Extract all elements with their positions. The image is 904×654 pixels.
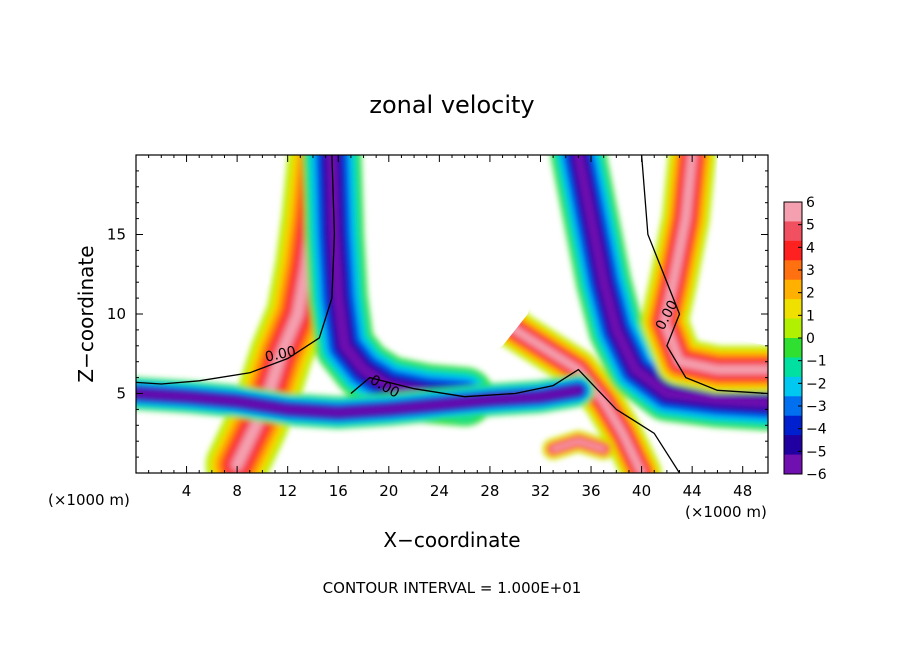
zero-contour-east [640, 155, 768, 395]
colorbar-swatch [784, 376, 802, 397]
colorbar-swatch [784, 202, 802, 222]
zero-contour-west [136, 155, 336, 385]
x-tick-label: 28 [480, 482, 499, 500]
x-tick-label: 12 [278, 482, 297, 500]
chart-title: zonal velocity [369, 91, 534, 119]
colorbar-tick-label: 1 [806, 308, 815, 324]
colorbar-tick-label: −1 [806, 354, 827, 370]
colorbar-swatch [784, 318, 802, 339]
positive-jet-far-east-band [660, 155, 768, 374]
x-tick-label: 40 [632, 482, 651, 500]
colorbar-tick-label: −2 [806, 376, 827, 392]
x-unit-left: (×1000 m) [48, 491, 130, 509]
y-tick-label: 15 [107, 226, 126, 244]
colorbar-swatch [784, 357, 802, 378]
x-tick-label: 48 [733, 482, 752, 500]
colorbar-tick-label: 5 [806, 218, 815, 234]
colorbar-swatch [784, 435, 802, 456]
colorbar-tick-label: −5 [806, 444, 827, 460]
y-tick-label: 5 [116, 385, 126, 403]
colorbar-swatch [784, 415, 802, 436]
x-unit-right: (×1000 m) [685, 503, 767, 521]
x-tick-label: 44 [683, 482, 702, 500]
colorbar-swatch [784, 221, 802, 242]
negative-jet-east-band [573, 155, 768, 408]
y-tick-label: 10 [107, 305, 126, 323]
x-tick-label: 24 [430, 482, 449, 500]
colorbar: 6 5 4 3 2 1 0 −1 −2 −3 −4 −5 −6 [783, 195, 827, 483]
colorbar-tick-label: 2 [806, 286, 815, 302]
colorbar-swatch [784, 396, 802, 417]
lower-shear-band-band [136, 387, 582, 416]
colorbar-swatch [784, 279, 802, 300]
calm-region-upper-right [717, 155, 768, 346]
colorbar-tick-label: −3 [806, 399, 827, 415]
x-tick-label: 20 [379, 482, 398, 500]
contour-interval-note: CONTOUR INTERVAL = 1.000E+01 [323, 579, 582, 597]
colorbar-swatch [784, 338, 802, 358]
y-axis-label: Z−coordinate [74, 245, 98, 382]
near-surface-cell-band [550, 438, 607, 452]
x-tick-label: 36 [581, 482, 600, 500]
x-axis: 4 8 12 16 20 24 28 32 36 40 44 48 [148, 155, 756, 500]
colorbar-tick-label: −4 [806, 422, 827, 438]
x-tick-label: 4 [182, 482, 192, 500]
calm-region-lower-right [704, 433, 768, 473]
zero-contour-lower [350, 368, 681, 473]
x-axis-label: X−coordinate [383, 528, 520, 552]
y-axis: 5 10 15 [107, 170, 768, 458]
colorbar-tick-label: −6 [806, 467, 827, 483]
colorbar-tick-label: 6 [806, 195, 815, 211]
colorbar-swatch [784, 454, 802, 475]
colorbar-tick-label: 4 [806, 240, 815, 256]
zero-contours [136, 155, 768, 473]
calm-region-center [388, 186, 541, 362]
colorbar-tick-label: 0 [806, 331, 815, 347]
colorbar-swatch [784, 299, 802, 320]
colorbar-swatch [784, 240, 802, 261]
contour-label: 0.00 [264, 344, 298, 366]
colorbar-swatch [784, 260, 802, 281]
x-tick-label: 8 [232, 482, 242, 500]
calm-region-upper-left [136, 155, 269, 338]
plot-field [136, 155, 768, 473]
x-tick-label: 32 [531, 482, 550, 500]
colorbar-tick-label: 3 [806, 263, 815, 279]
x-tick-label: 16 [329, 482, 348, 500]
